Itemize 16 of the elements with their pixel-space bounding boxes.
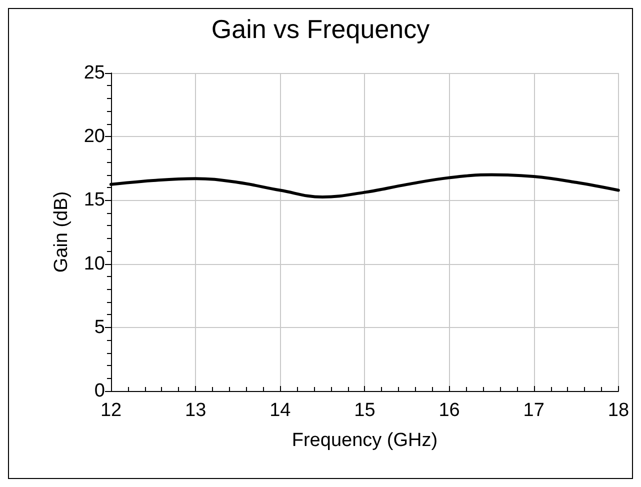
y-tick-label: 5	[94, 316, 105, 338]
y-tick-label: 25	[84, 62, 105, 84]
y-axis-title: Gain (dB)	[51, 191, 72, 273]
x-tick-label: 14	[270, 400, 292, 421]
x-tick-label: 15	[354, 400, 376, 421]
chart-title: Gain vs Frequency	[211, 14, 430, 44]
x-tick-label: 17	[523, 400, 544, 421]
y-tick-label: 10	[84, 253, 105, 274]
x-tick-label: 12	[100, 400, 122, 421]
y-tick-label: 0	[94, 380, 105, 402]
x-tick-label: 13	[185, 400, 206, 421]
y-tick-label: 20	[84, 126, 105, 148]
y-tick-label: 15	[84, 190, 105, 211]
x-axis-title: Frequency (GHz)	[292, 430, 438, 451]
x-tick-label: 18	[608, 400, 630, 421]
x-tick-label: 16	[438, 400, 460, 421]
